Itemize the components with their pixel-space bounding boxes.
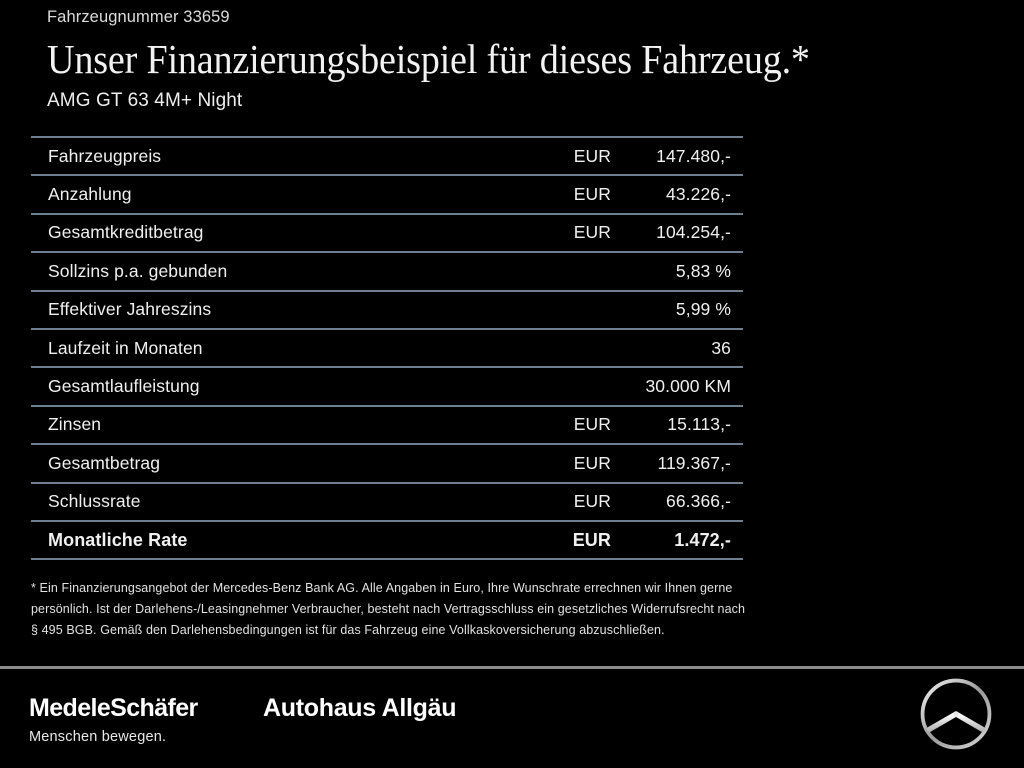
row-currency — [511, 327, 611, 368]
row-label: Sollzins p.a. gebunden — [31, 251, 511, 291]
row-currency: EUR — [511, 174, 611, 214]
row-label: Gesamtkreditbetrag — [31, 212, 511, 253]
table-row: Zinsen EUR 15.113,- — [31, 404, 743, 445]
legal-footnote: * Ein Finanzierungsangebot der Mercedes-… — [31, 578, 877, 641]
table-row: Gesamtlaufleistung 30.000 KM — [31, 366, 743, 406]
row-currency: EUR — [511, 212, 611, 253]
row-label: Zinsen — [31, 404, 511, 445]
row-value: 119.367,- — [611, 443, 743, 483]
vehicle-number: Fahrzeugnummer 33659 — [47, 8, 230, 26]
finance-table: Fahrzeugpreis EUR 147.480,- Anzahlung EU… — [31, 135, 743, 561]
row-currency: EUR — [511, 443, 611, 483]
row-currency: EUR — [511, 481, 611, 521]
row-currency: EUR — [511, 519, 611, 561]
row-value: 43.226,- — [611, 174, 743, 214]
dealer-tagline: Menschen bewegen. — [29, 729, 167, 745]
row-label: Schlussrate — [31, 481, 511, 521]
row-value: 1.472,- — [611, 519, 743, 561]
row-value: 5,99 % — [611, 289, 743, 329]
footnote-line-3: § 495 BGB. Gemäß den Darlehensbedingunge… — [31, 623, 665, 637]
vehicle-model: AMG GT 63 4M+ Night — [47, 90, 243, 111]
row-currency — [511, 366, 611, 406]
row-currency — [511, 251, 611, 291]
row-value: 66.366,- — [611, 481, 743, 521]
footer-divider — [0, 666, 1024, 669]
row-label: Fahrzeugpreis — [31, 135, 511, 176]
table-row: Effektiver Jahreszins 5,99 % — [31, 289, 743, 329]
table-row: Laufzeit in Monaten 36 — [31, 327, 743, 368]
footer: MedeleSchäfer Menschen bewegen. Autohaus… — [0, 669, 1024, 768]
table-row-total: Monatliche Rate EUR 1.472,- — [31, 519, 743, 561]
row-value: 30.000 KM — [611, 366, 743, 406]
table-row: Sollzins p.a. gebunden 5,83 % — [31, 251, 743, 291]
row-label: Effektiver Jahreszins — [31, 289, 511, 329]
row-currency: EUR — [511, 135, 611, 176]
dealer-name: MedeleSchäfer — [29, 694, 198, 722]
finance-table-body: Fahrzeugpreis EUR 147.480,- Anzahlung EU… — [31, 135, 743, 561]
footnote-line-2: persönlich. Ist der Darlehens-/Leasingne… — [31, 602, 746, 616]
row-currency: EUR — [511, 404, 611, 445]
table-row: Anzahlung EUR 43.226,- — [31, 174, 743, 214]
row-label: Laufzeit in Monaten — [31, 327, 511, 368]
row-value: 5,83 % — [611, 251, 743, 291]
table-row: Gesamtkreditbetrag EUR 104.254,- — [31, 212, 743, 253]
page-title: Unser Finanzierungsbeispiel für dieses F… — [47, 36, 810, 82]
row-label: Gesamtlaufleistung — [31, 366, 511, 406]
row-value: 147.480,- — [611, 135, 743, 176]
row-value: 104.254,- — [611, 212, 743, 253]
row-value: 36 — [611, 327, 743, 368]
table-row: Schlussrate EUR 66.366,- — [31, 481, 743, 521]
dealer-logo-medeleschaefer: MedeleSchäfer Menschen bewegen. — [29, 694, 198, 747]
row-value: 15.113,- — [611, 404, 743, 445]
row-label: Anzahlung — [31, 174, 511, 214]
footnote-line-1: * Ein Finanzierungsangebot der Mercedes-… — [31, 581, 733, 595]
row-currency — [511, 289, 611, 329]
mercedes-benz-star-icon — [918, 676, 994, 752]
table-row: Fahrzeugpreis EUR 147.480,- — [31, 135, 743, 176]
header: Fahrzeugnummer 33659 Unser Finanzierungs… — [47, 6, 1007, 114]
dealer-logo-autohaus-allgaeu: Autohaus Allgäu — [263, 694, 457, 722]
row-label: Monatliche Rate — [31, 519, 511, 561]
table-row: Gesamtbetrag EUR 119.367,- — [31, 443, 743, 483]
row-label: Gesamtbetrag — [31, 443, 511, 483]
